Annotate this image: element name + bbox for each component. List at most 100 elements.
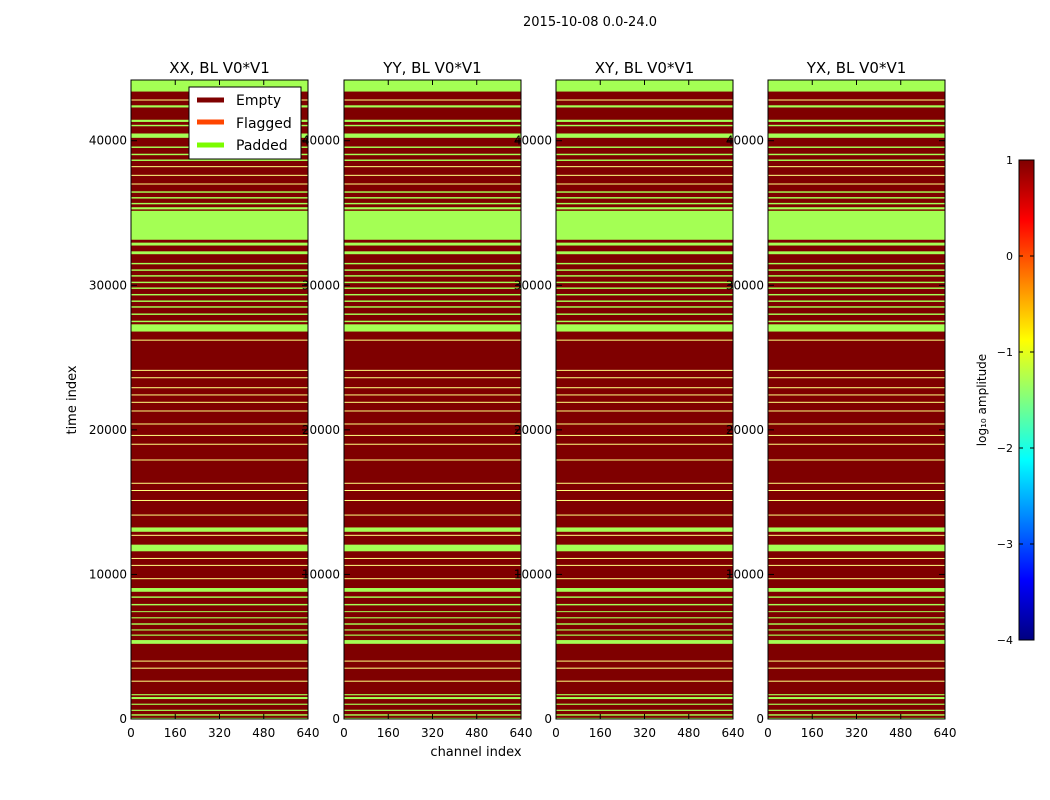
padded-band <box>768 159 945 161</box>
legend-padded-label: Padded <box>236 138 288 154</box>
thin-band <box>556 394 733 396</box>
x-tick-label: 320 <box>421 726 444 740</box>
padded-band <box>556 324 733 332</box>
thin-band <box>344 490 521 492</box>
thin-band <box>344 423 521 425</box>
thin-band <box>768 578 945 580</box>
padded-band <box>768 251 945 255</box>
padded-band <box>556 527 733 532</box>
thin-band <box>131 514 308 516</box>
padded-band <box>556 105 733 108</box>
x-tick-label: 160 <box>589 726 612 740</box>
y-tick-label: 20000 <box>514 423 552 437</box>
padded-band <box>556 275 733 277</box>
panel-title: YY, BL V0*V1 <box>382 59 481 77</box>
padded-band <box>768 269 945 271</box>
padded-band <box>131 251 308 255</box>
thin-band <box>131 401 308 403</box>
x-tick-label: 640 <box>722 726 745 740</box>
padded-band <box>344 262 521 265</box>
thin-band <box>556 174 733 176</box>
thin-band <box>768 394 945 396</box>
thin-band <box>344 557 521 559</box>
thin-band <box>344 564 521 566</box>
padded-band <box>556 617 733 619</box>
padded-band <box>131 629 308 631</box>
padded-band <box>344 634 521 636</box>
padded-band <box>556 544 733 552</box>
padded-band <box>768 629 945 631</box>
padded-band <box>131 324 308 332</box>
padded-band <box>344 242 521 246</box>
padded-band <box>131 320 308 323</box>
padded-band <box>344 191 521 193</box>
thin-band <box>131 369 308 371</box>
thin-band <box>344 680 521 682</box>
colorbar-tick-label: −3 <box>997 538 1013 551</box>
thin-band <box>556 183 733 185</box>
legend-empty-label: Empty <box>236 93 281 109</box>
padded-band <box>131 159 308 161</box>
y-tick-label: 30000 <box>514 278 552 292</box>
padded-band <box>131 191 308 193</box>
thin-band <box>131 459 308 461</box>
thin-band <box>768 369 945 371</box>
thin-band <box>768 564 945 566</box>
thin-band <box>131 660 308 662</box>
padded-band <box>768 119 945 122</box>
padded-band <box>344 80 521 92</box>
thin-band <box>131 482 308 484</box>
thin-band <box>344 514 521 516</box>
thin-band <box>768 387 945 389</box>
padded-band <box>768 703 945 705</box>
padded-band <box>344 623 521 625</box>
padded-band <box>556 293 733 296</box>
padded-band <box>768 617 945 619</box>
padded-band <box>344 306 521 308</box>
thin-band <box>344 394 521 396</box>
padded-band <box>768 603 945 606</box>
padded-band <box>768 697 945 700</box>
padded-band <box>556 202 733 205</box>
panel-background <box>768 80 945 719</box>
padded-band <box>344 588 521 592</box>
x-tick-label: 640 <box>510 726 533 740</box>
padded-band <box>344 324 521 332</box>
y-tick-label: 10000 <box>514 567 552 581</box>
padded-band <box>556 634 733 636</box>
thin-band <box>131 387 308 389</box>
thin-band <box>131 667 308 669</box>
padded-band <box>344 210 521 240</box>
x-tick-label: 640 <box>934 726 957 740</box>
thin-band <box>344 99 521 101</box>
thin-band <box>131 557 308 559</box>
y-tick-label: 40000 <box>726 134 764 148</box>
thin-band <box>768 667 945 669</box>
thin-band <box>344 369 521 371</box>
thin-band <box>556 660 733 662</box>
padded-band <box>768 202 945 205</box>
legend: Empty Flagged Padded <box>188 86 302 160</box>
thin-band <box>768 499 945 501</box>
padded-band <box>768 191 945 193</box>
padded-band <box>344 640 521 644</box>
x-tick-label: 0 <box>127 726 135 740</box>
thin-band <box>768 174 945 176</box>
thin-band <box>768 443 945 445</box>
padded-band <box>344 275 521 277</box>
padded-band <box>768 313 945 315</box>
thin-band <box>344 499 521 501</box>
padded-band <box>344 694 521 696</box>
padded-band <box>556 262 733 265</box>
padded-band <box>768 623 945 625</box>
padded-band <box>768 262 945 265</box>
padded-band <box>131 544 308 552</box>
thin-band <box>344 387 521 389</box>
thin-band <box>556 99 733 101</box>
panel-title: XY, BL V0*V1 <box>595 59 695 77</box>
padded-band <box>768 527 945 532</box>
thin-band <box>131 410 308 412</box>
padded-band <box>131 623 308 625</box>
thin-band <box>768 410 945 412</box>
